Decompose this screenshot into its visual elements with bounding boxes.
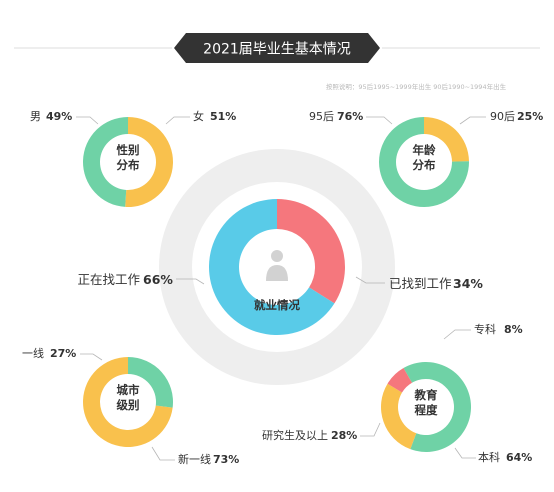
education-slice-1 bbox=[381, 383, 417, 450]
gender-female-pct: 51% bbox=[210, 110, 236, 123]
employment-looking-label: 正在找工作 bbox=[77, 272, 140, 287]
city-new-tier1-label: 新一线 bbox=[178, 452, 211, 466]
employment-slice-1 bbox=[209, 199, 335, 336]
leader-age-90 bbox=[459, 116, 486, 125]
city-slice-0 bbox=[82, 357, 173, 448]
employment-looking-pct: 66% bbox=[143, 272, 173, 287]
leader-tier1 bbox=[80, 353, 103, 361]
leader-lines bbox=[76, 116, 486, 461]
age-90-label: 90后 bbox=[490, 110, 515, 123]
gender-male-label: 男 bbox=[30, 110, 41, 123]
education-postgrad-label: 研究生及以上 bbox=[262, 428, 328, 442]
gender-slice-0 bbox=[125, 117, 174, 208]
gender-center-line-1: 性别 bbox=[117, 143, 140, 157]
leader-gender-male bbox=[76, 116, 99, 125]
leader-college bbox=[443, 329, 471, 340]
education-center-line-1: 教育 bbox=[414, 388, 438, 402]
education-bachelor-label: 本科 bbox=[478, 450, 500, 464]
leader-bachelor bbox=[454, 447, 476, 459]
education-college-pct: 8% bbox=[504, 323, 523, 336]
education-college-label: 专科 bbox=[474, 322, 496, 336]
education-center-line-2: 程度 bbox=[415, 403, 438, 417]
city-center-line-2: 级别 bbox=[117, 398, 140, 412]
person-icon bbox=[266, 250, 288, 281]
leader-found bbox=[355, 276, 385, 284]
city-tier-donut bbox=[82, 357, 173, 448]
leader-gender-female bbox=[165, 116, 190, 125]
education-slice-0 bbox=[403, 362, 472, 452]
gender-center-line-2: 分布 bbox=[117, 158, 140, 172]
age-center-line-1: 年龄 bbox=[413, 143, 436, 157]
age-slice-1 bbox=[379, 116, 469, 207]
employment-found-pct: 34% bbox=[453, 276, 483, 291]
header: 2021届毕业生基本情况 按照说明：95后1995~1999年出生 90后199… bbox=[14, 33, 540, 91]
age-center-line-2: 分布 bbox=[413, 158, 436, 172]
education-postgrad-pct: 28% bbox=[331, 429, 357, 442]
city-tier1-pct: 27% bbox=[50, 347, 76, 360]
education-bachelor-pct: 64% bbox=[506, 451, 532, 464]
gender-donut bbox=[83, 117, 174, 208]
education-donut bbox=[381, 362, 472, 452]
leader-looking bbox=[176, 278, 205, 285]
employment-found-label: 已找到工作 bbox=[389, 276, 452, 291]
city-new-tier1-pct: 73% bbox=[213, 453, 239, 466]
gender-male-pct: 49% bbox=[46, 110, 72, 123]
gender-slice-1 bbox=[83, 117, 128, 207]
gender-female-label: 女 bbox=[193, 109, 204, 123]
city-slice-1 bbox=[128, 357, 173, 408]
age-slice-0 bbox=[424, 117, 469, 162]
city-center-line-1: 城市 bbox=[117, 383, 140, 397]
leader-postgrad bbox=[360, 422, 381, 437]
title-banner bbox=[174, 33, 380, 63]
age-95-pct: 76% bbox=[337, 110, 363, 123]
leader-age-95 bbox=[366, 116, 393, 125]
city-tier1-label: 一线 bbox=[22, 346, 44, 360]
employment-slice-0 bbox=[277, 199, 346, 304]
age-definition-note: 按照说明：95后1995~1999年出生 90后1990~1994年出生 bbox=[326, 82, 507, 91]
age-90-pct: 25% bbox=[517, 110, 543, 123]
age-95-label: 95后 bbox=[309, 110, 334, 123]
employment-center-label: 就业情况 bbox=[254, 298, 300, 312]
age-donut bbox=[379, 116, 469, 207]
employment-donut bbox=[209, 199, 346, 336]
education-slice-2 bbox=[387, 368, 412, 393]
leader-new-tier1 bbox=[151, 446, 175, 461]
page-title: 2021届毕业生基本情况 bbox=[203, 41, 351, 58]
